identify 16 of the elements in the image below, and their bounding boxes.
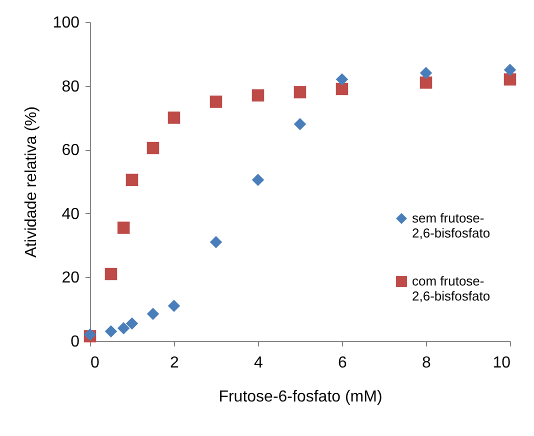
legend-label: com frutose-2,6-bisfosfato — [412, 274, 490, 304]
y-tick-label: 40 — [62, 206, 80, 223]
y-tick-label: 0 — [70, 334, 80, 350]
x-tick-label: 8 — [422, 354, 432, 372]
y-tick-label: 20 — [62, 270, 80, 287]
x-axis-title: Frutose-6-fosfato (mM) — [218, 388, 382, 406]
x-tick-label: 6 — [338, 354, 348, 372]
x-tick-label: 2 — [170, 354, 180, 372]
y-tick-label: 100 — [52, 14, 80, 32]
legend-label: sem frutose-2,6-bisfosfato — [412, 210, 490, 240]
y-axis-title: Atividade relativa (%) — [22, 106, 40, 258]
x-tick-label: 0 — [90, 354, 100, 372]
y-tick-label: 80 — [62, 78, 80, 96]
x-tick-label: 10 — [492, 354, 511, 372]
x-tick-label: 4 — [254, 354, 264, 372]
y-tick-label: 60 — [62, 142, 80, 160]
